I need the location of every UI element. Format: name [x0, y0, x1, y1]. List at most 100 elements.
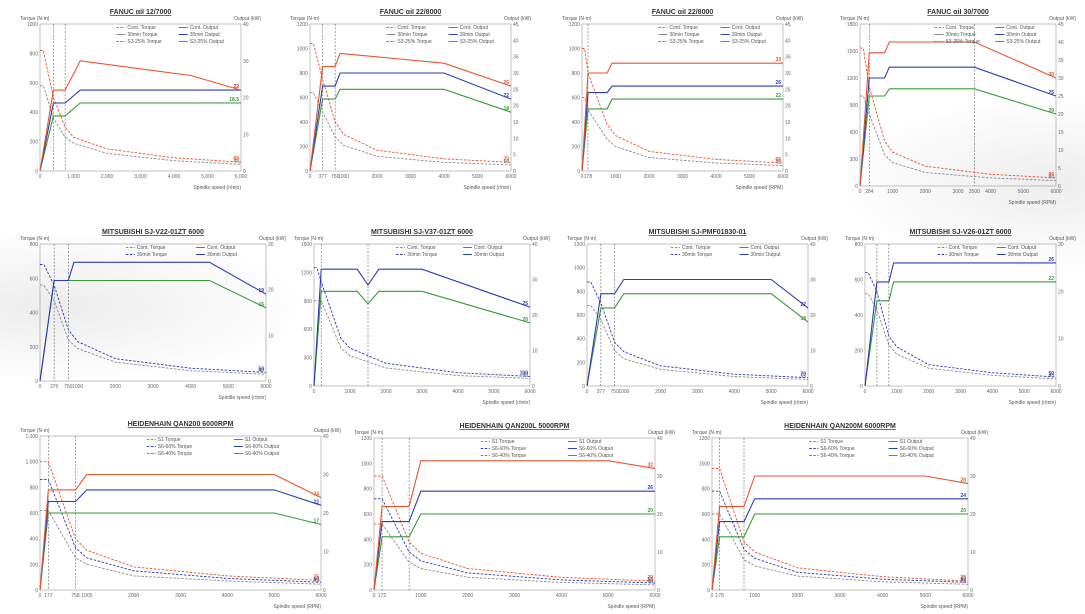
- series-end-label: 18: [503, 106, 509, 112]
- y-tick-label: 1000: [27, 22, 38, 28]
- x-tick-label: 6000: [1050, 389, 1061, 395]
- x-tick-label: 3000: [692, 389, 703, 395]
- series-end-label: 45: [233, 158, 239, 164]
- speed-marker-label: 377: [318, 174, 327, 180]
- x-tick-label: 5000: [269, 593, 280, 599]
- series-end-label: 50: [258, 366, 264, 372]
- legend-entry: 30min Output: [460, 32, 491, 38]
- y-tick-label: 900: [304, 299, 313, 305]
- series-line: [373, 513, 655, 591]
- y-axis-label: Torque (N·m): [20, 16, 50, 22]
- x-tick-label: 1000: [891, 389, 902, 395]
- series-end-label: 55: [647, 577, 653, 583]
- series-line: [309, 88, 512, 172]
- y-tick-label: 200: [30, 140, 39, 146]
- series-line: [711, 475, 969, 591]
- legend-entry: S6-60% Output: [579, 446, 614, 452]
- series-line: [859, 66, 1057, 187]
- legend-entry: S6-40% Torque: [492, 453, 527, 459]
- legend-entry: Cont. Torque: [127, 25, 156, 31]
- y-tick-label: 600: [855, 278, 864, 284]
- speed-marker-label: 758: [71, 593, 80, 599]
- legend-entry: 30min Torque: [682, 252, 712, 258]
- y2-tick-label: 30: [810, 278, 816, 284]
- y-tick-label: 1200: [361, 436, 372, 442]
- chart-svg: MITSUBISHI SJ-V37-01ZT 6000 Torque (N·m) O…: [294, 229, 550, 406]
- x-tick-label: 4000: [985, 189, 996, 195]
- legend-entry: S6-60% Output: [245, 444, 280, 450]
- chart-title: HEIDENHAIN QAN200L 5000RPM: [460, 423, 570, 430]
- x-tick-label: 3000: [405, 174, 416, 180]
- y2-tick-label: 30: [243, 59, 249, 65]
- x-tick-label: 0: [313, 389, 316, 395]
- series-line: [711, 498, 968, 591]
- chart-svg: FANUC αiI 22/8000 Torque (N·m) Output (kW)…: [562, 9, 803, 191]
- chart-panel-11: HEIDENHAIN QAN200M 6000RPM Torque (N·m) Ou…: [690, 420, 990, 610]
- y-axis-label: Torque (N·m): [354, 430, 384, 436]
- legend-entry: 30min Output: [1006, 32, 1037, 38]
- x-tick-label: 5000: [1019, 389, 1030, 395]
- y-tick-label: 200: [572, 145, 581, 151]
- y2-tick-label: 0: [323, 588, 326, 594]
- chart-title: MITSUBISHI SJ-V26-01ZT 6000: [910, 229, 1012, 236]
- y-tick-label: 600: [300, 96, 309, 102]
- legend-entry: Cont. Output: [190, 25, 219, 31]
- series-line: [581, 98, 783, 172]
- y-tick-label: 300: [304, 356, 313, 362]
- series-end-label: 45: [960, 578, 966, 584]
- y-axis-label: Torque (N·m): [20, 236, 50, 242]
- x-tick-label: 5000: [488, 389, 499, 395]
- x-axis-label: Spindle speed (r/min): [482, 400, 530, 406]
- series-end-label: 20: [960, 508, 966, 514]
- y-tick-label: 0: [309, 384, 312, 390]
- y-tick-label: 800: [855, 242, 864, 248]
- series-end-label: 55: [800, 373, 806, 379]
- x-tick-label: 2000: [643, 174, 654, 180]
- series-end-label: 19: [258, 288, 264, 294]
- y2-tick-label: 40: [513, 38, 519, 44]
- series-end-label: 40: [647, 579, 653, 585]
- chart-title: FANUC αiI 22/8000: [380, 9, 442, 16]
- y-tick-label: 1200: [301, 270, 312, 276]
- y-tick-label: 600: [304, 327, 313, 333]
- y-tick-label: 400: [702, 537, 711, 543]
- chart-title: MITSUBISHI SJ-V22-01ZT 6000: [102, 229, 204, 236]
- y2-tick-label: 10: [268, 333, 274, 339]
- plot-frame: [309, 23, 512, 172]
- legend-entry: S3-25% Output: [190, 39, 225, 45]
- x-tick-label: 3000: [147, 384, 158, 390]
- y2-tick-label: 10: [532, 349, 538, 355]
- legend-entry: S1 Output: [579, 439, 602, 445]
- series-end-label: 70: [800, 372, 806, 378]
- y2-tick-label: 40: [970, 436, 976, 442]
- series-line: [39, 512, 322, 591]
- series-line: [587, 305, 809, 380]
- speed-marker-label: 178: [715, 593, 724, 599]
- y2-tick-label: 10: [810, 349, 816, 355]
- legend-entry: Cont. Output: [1006, 25, 1035, 31]
- x-tick-label: 2000: [380, 389, 391, 395]
- series-end-label: 70: [647, 575, 653, 581]
- y2-tick-label: 0: [243, 169, 246, 175]
- x-tick-label: 6000: [1050, 189, 1061, 195]
- x-tick-label: 4000: [222, 593, 233, 599]
- y2-tick-label: 10: [1058, 148, 1064, 154]
- y2-tick-label: 20: [243, 96, 249, 102]
- series-end-label: 22: [233, 84, 239, 90]
- y-tick-label: 900: [850, 103, 859, 109]
- y-tick-label: 400: [572, 120, 581, 126]
- series-end-label: 28: [960, 478, 966, 484]
- x-axis-label: Spindle speed (RPM): [735, 185, 783, 191]
- series-end-label: 18: [800, 316, 806, 322]
- series-end-label: 32: [647, 462, 653, 468]
- x-axis-label: Spindle speed (r/min): [1008, 400, 1056, 406]
- y2-axis-label: Output (kW): [259, 236, 286, 242]
- series-line: [859, 41, 1057, 187]
- plot-frame: [581, 23, 784, 172]
- legend-entry: S6-40% Output: [900, 453, 935, 459]
- speed-marker-label: 3500: [969, 189, 980, 195]
- series-end-label: 100: [520, 371, 529, 377]
- y-axis-label: Torque (N·m): [562, 16, 592, 22]
- series-line: [865, 293, 1057, 380]
- y-tick-label: 1800: [847, 22, 858, 28]
